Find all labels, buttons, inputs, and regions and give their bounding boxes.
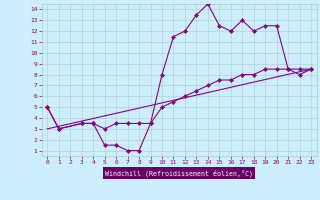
X-axis label: Windchill (Refroidissement éolien,°C): Windchill (Refroidissement éolien,°C) (105, 169, 253, 177)
